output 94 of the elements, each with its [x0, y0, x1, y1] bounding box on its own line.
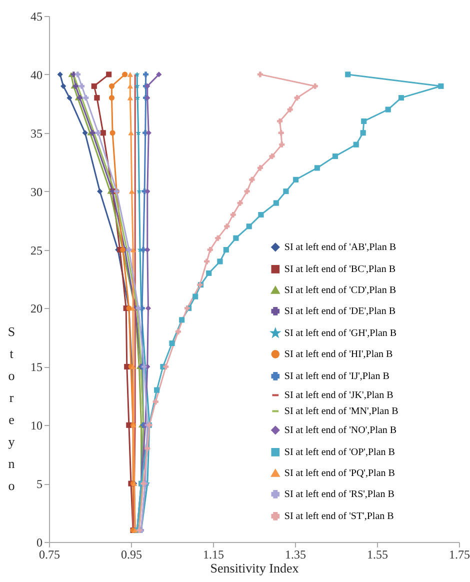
point [90, 130, 96, 136]
point [143, 72, 148, 78]
legend-label: SI at left end of 'CD',Plan B [284, 285, 396, 296]
point [438, 83, 444, 89]
x-axis-title: Sensitivity Index [210, 560, 300, 576]
legend-label: SI at left end of 'RS',Plan B [284, 489, 395, 500]
y-tick-label: 25 [30, 243, 42, 258]
y-tick-label: 15 [30, 360, 42, 374]
point [152, 398, 158, 404]
point [175, 328, 181, 334]
point [136, 306, 142, 311]
point [237, 200, 243, 206]
point [258, 212, 264, 218]
legend-label: SI at left end of 'MN',Plan B [284, 406, 399, 418]
point [156, 72, 162, 78]
point [257, 165, 263, 171]
point [233, 235, 239, 241]
legend-label: SI at left end of 'BC',Plan B [284, 264, 396, 276]
point [95, 130, 101, 136]
y-tick-label: 35 [30, 126, 42, 140]
point [249, 176, 255, 182]
point [79, 83, 85, 89]
point [204, 258, 210, 264]
x-tick-label: 0.95 [121, 548, 142, 562]
point [279, 142, 285, 148]
legend-label: SI at left end of 'DE',Plan B [284, 306, 396, 318]
point [83, 95, 89, 101]
point [154, 387, 160, 393]
point [94, 95, 100, 101]
point [74, 72, 80, 78]
point [169, 340, 175, 346]
point [244, 188, 250, 194]
point [91, 83, 97, 89]
y-tick-label: 0 [36, 536, 42, 550]
point [106, 72, 112, 78]
y-tick-label: 5 [36, 477, 42, 492]
point [345, 72, 351, 78]
point [269, 154, 275, 160]
point [217, 258, 223, 264]
point [278, 130, 284, 136]
point [110, 130, 116, 136]
point [353, 142, 359, 148]
point [230, 212, 236, 218]
point [144, 446, 150, 452]
point [287, 106, 293, 112]
point [312, 83, 318, 89]
y-tick-label: 45 [30, 10, 42, 24]
point [332, 154, 338, 160]
legend-label: SI at left end of 'HI',Plan B [284, 349, 394, 360]
legend-label: SI at left end of 'JK',Plan B [284, 390, 394, 402]
point [398, 95, 404, 101]
point [60, 83, 66, 89]
point [277, 118, 283, 124]
point [360, 130, 366, 136]
point [57, 72, 63, 78]
point [97, 188, 103, 194]
point [257, 72, 263, 78]
y-tick-label: 30 [30, 184, 42, 199]
point [223, 247, 229, 253]
x-tick-label: 1.75 [449, 548, 470, 562]
point [108, 83, 114, 89]
x-tick-label: 0.75 [39, 548, 60, 562]
point [215, 235, 221, 241]
legend-label: SI at left end of 'OP',Plan B [284, 447, 396, 458]
x-tick-label: 1.55 [367, 548, 388, 562]
legend-label: SI at left end of 'AB',Plan B [284, 242, 396, 254]
point [140, 247, 146, 253]
point [314, 165, 320, 171]
point [246, 224, 252, 230]
legend-label: SI at left end of 'PQ',Plan B [284, 468, 396, 480]
y-tick-label: 20 [30, 302, 42, 316]
point [206, 270, 212, 276]
legend-label: SI at left end of 'IJ',Plan B [284, 371, 390, 382]
point [385, 106, 391, 112]
y-tick-label: 10 [30, 418, 42, 433]
x-tick-label: 1.15 [203, 548, 224, 562]
legend-label: SI at left end of 'GH',Plan B [284, 328, 397, 340]
point [361, 118, 367, 124]
point [179, 317, 185, 323]
point [293, 176, 299, 182]
point [294, 95, 300, 101]
y-axis-title: Storey no [8, 324, 16, 494]
point [108, 95, 114, 101]
y-tick-label: 40 [30, 68, 42, 82]
point [192, 294, 198, 300]
legend-label: SI at left end of 'NO',Plan B [284, 425, 397, 436]
legend-label: SI at left end of 'ST',Plan B [284, 511, 394, 522]
point [122, 72, 128, 78]
x-tick-label: 1.35 [285, 548, 306, 562]
point [100, 130, 106, 136]
point [283, 188, 289, 194]
point [82, 130, 88, 136]
point [273, 200, 279, 206]
point [224, 224, 230, 230]
